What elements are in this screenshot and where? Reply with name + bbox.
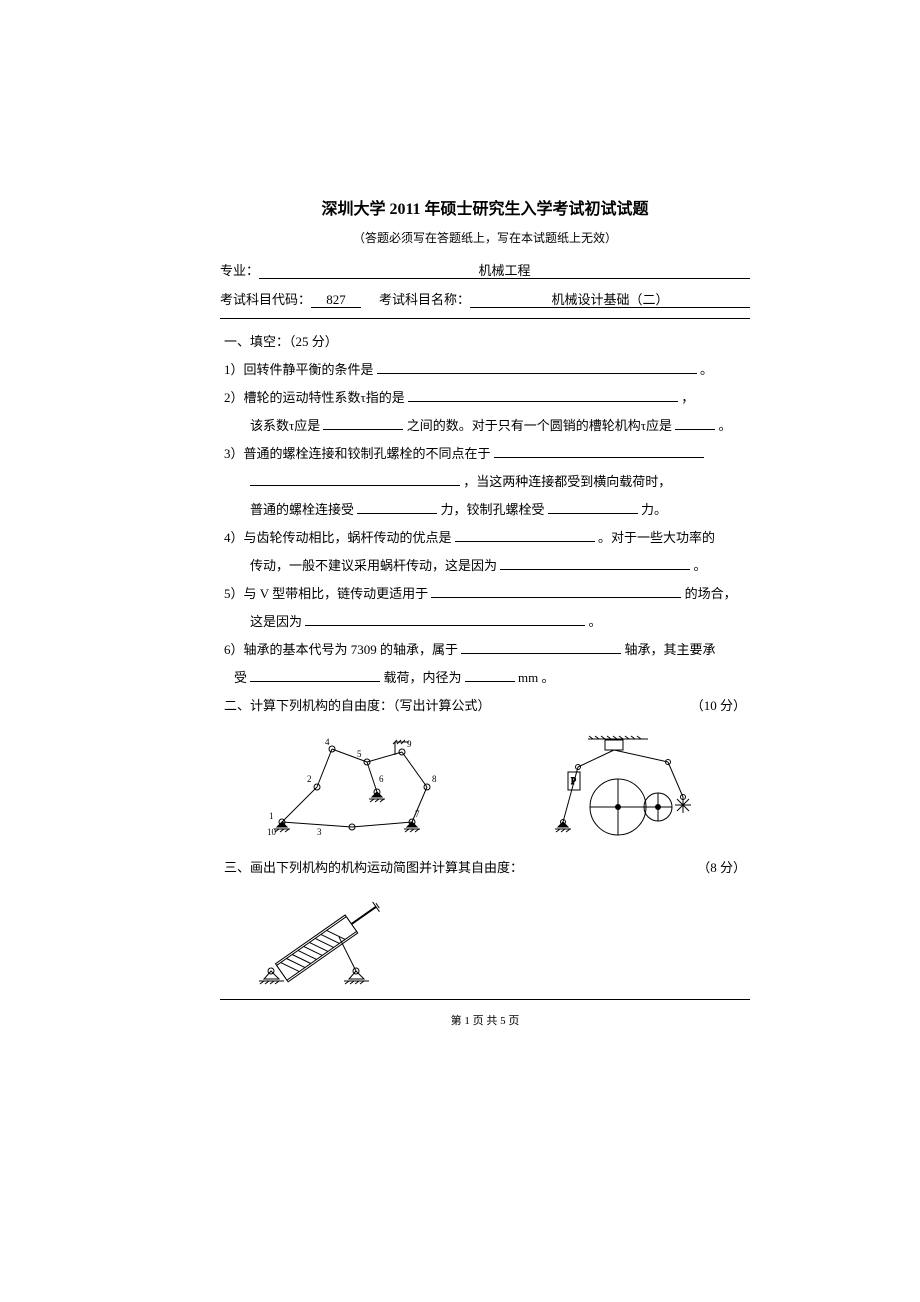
q3c-t2: 力，铰制孔螺栓受 xyxy=(441,502,545,517)
q4b: 传动，一般不建议采用蜗杆传动，这是因为 。 xyxy=(224,553,746,579)
diagram-row-2 xyxy=(244,889,746,989)
q6b: 受 载荷，内径为 mm 。 xyxy=(224,665,746,691)
subject-value: 机械设计基础（二） xyxy=(470,292,750,308)
q6b-t3: mm 。 xyxy=(518,670,554,685)
q4b-end: 。 xyxy=(694,558,707,573)
q6b-t1: 受 xyxy=(234,670,247,685)
subject-label: 考试科目名称： xyxy=(379,289,470,308)
svg-text:9: 9 xyxy=(407,739,412,749)
q6b-blank1 xyxy=(250,668,380,682)
page-footer: 第 1 页 共 5 页 xyxy=(220,1012,750,1028)
section-3-title-row: 三、画出下列机构的机构运动简图并计算其自由度： （8 分） xyxy=(224,855,746,881)
mechanism-diagram-3 xyxy=(244,889,414,989)
q2b-t2: 之间的数。对于只有一个圆销的槽轮机构τ应是 xyxy=(407,418,672,433)
q5a-text: 5）与 V 型带相比，链传动更适用于 xyxy=(224,586,428,601)
q1-end: 。 xyxy=(700,362,713,377)
svg-text:3: 3 xyxy=(317,827,322,837)
code-value: 827 xyxy=(311,292,361,308)
q1: 1）回转件静平衡的条件是 。 xyxy=(224,357,746,383)
section-2-points: （10 分） xyxy=(691,693,746,719)
q6a-end: 轴承，其主要承 xyxy=(625,642,716,657)
major-label: 专业： xyxy=(220,260,259,279)
q4a-blank xyxy=(455,528,595,542)
svg-text:7: 7 xyxy=(415,809,420,819)
exam-title: 深圳大学 2011 年硕士研究生入学考试初试试题 xyxy=(220,195,750,219)
svg-text:6: 6 xyxy=(379,774,384,784)
svg-text:5: 5 xyxy=(357,749,362,759)
q3a-blank xyxy=(494,444,704,458)
q2b: 该系数τ应是 之间的数。对于只有一个圆销的槽轮机构τ应是 。 xyxy=(224,413,746,439)
q2b-t1: 该系数τ应是 xyxy=(250,418,320,433)
q5a-end: 的场合， xyxy=(685,586,737,601)
q4a-text: 4）与齿轮传动相比，蜗杆传动的优点是 xyxy=(224,530,452,545)
q3a: 3）普通的螺栓连接和铰制孔螺栓的不同点在于 xyxy=(224,441,746,467)
section-3-points: （8 分） xyxy=(697,855,746,881)
major-value: 机械工程 xyxy=(259,263,750,279)
svg-text:4: 4 xyxy=(325,737,330,747)
q4b-blank xyxy=(500,556,690,570)
q3c-t3: 力。 xyxy=(641,502,667,517)
q4a: 4）与齿轮传动相比，蜗杆传动的优点是 。对于一些大功率的 xyxy=(224,525,746,551)
svg-text:1: 1 xyxy=(269,811,274,821)
q2b-blank1 xyxy=(323,416,403,430)
mechanism-diagram-2: P xyxy=(533,727,713,847)
q2a: 2）槽轮的运动特性系数τ指的是 ， xyxy=(224,385,746,411)
q3b: ，当这两种连接都受到横向载荷时， xyxy=(224,469,746,495)
q4b-text: 传动，一般不建议采用蜗杆传动，这是因为 xyxy=(250,558,497,573)
subject-row: 考试科目代码： 827 考试科目名称： 机械设计基础（二） xyxy=(220,289,750,308)
q6a: 6）轴承的基本代号为 7309 的轴承，属于 轴承，其主要承 xyxy=(224,637,746,663)
svg-text:8: 8 xyxy=(432,774,437,784)
q3a-text: 3）普通的螺栓连接和铰制孔螺栓的不同点在于 xyxy=(224,446,491,461)
exam-subtitle: （答题必须写在答题纸上，写在本试题纸上无效） xyxy=(220,229,750,246)
exam-page: 深圳大学 2011 年硕士研究生入学考试初试试题 （答题必须写在答题纸上，写在本… xyxy=(220,195,750,1028)
q6a-text: 6）轴承的基本代号为 7309 的轴承，属于 xyxy=(224,642,458,657)
q1-blank xyxy=(377,360,697,374)
section-3-title: 三、画出下列机构的机构运动简图并计算其自由度： xyxy=(224,855,523,881)
section-2-title-row: 二、计算下列机构的自由度：（写出计算公式） （10 分） xyxy=(224,693,746,719)
q2b-end: 。 xyxy=(718,418,731,433)
q5b-text: 这是因为 xyxy=(250,614,302,629)
major-row: 专业： 机械工程 xyxy=(220,260,750,279)
q1-text: 1）回转件静平衡的条件是 xyxy=(224,362,374,377)
svg-text:2: 2 xyxy=(307,774,312,784)
diagram-row-1: 1 2 4 5 6 7 8 9 3 10 xyxy=(224,727,746,847)
q3c-t1: 普通的螺栓连接受 xyxy=(250,502,354,517)
section-2-title: 二、计算下列机构的自由度：（写出计算公式） xyxy=(224,693,491,719)
q3c-blank1 xyxy=(357,500,437,514)
section-1-title: 一、填空：（25 分） xyxy=(224,329,746,355)
q6a-blank xyxy=(461,640,621,654)
q3c-blank2 xyxy=(548,500,638,514)
q3b-blank xyxy=(250,472,460,486)
q3b-text: ，当这两种连接都受到横向载荷时， xyxy=(463,474,671,489)
q6b-blank2 xyxy=(465,668,515,682)
q5b: 这是因为 。 xyxy=(224,609,746,635)
q5b-end: 。 xyxy=(589,614,602,629)
mechanism-diagram-1: 1 2 4 5 6 7 8 9 3 10 xyxy=(257,727,467,847)
q5a-blank xyxy=(431,584,681,598)
q4a-end: 。对于一些大功率的 xyxy=(598,530,715,545)
q5a: 5）与 V 型带相比，链传动更适用于 的场合， xyxy=(224,581,746,607)
q2b-blank2 xyxy=(675,416,715,430)
q6b-t2: 载荷，内径为 xyxy=(384,670,462,685)
q5b-blank xyxy=(305,612,585,626)
svg-text:P: P xyxy=(571,776,576,786)
content-box: 一、填空：（25 分） 1）回转件静平衡的条件是 。 2）槽轮的运动特性系数τ指… xyxy=(220,318,750,1000)
q2a-blank xyxy=(408,388,678,402)
q2a-text: 2）槽轮的运动特性系数τ指的是 xyxy=(224,390,405,405)
q2a-end: ， xyxy=(681,390,694,405)
svg-text:10: 10 xyxy=(267,827,277,837)
q3c: 普通的螺栓连接受 力，铰制孔螺栓受 力。 xyxy=(224,497,746,523)
code-label: 考试科目代码： xyxy=(220,289,311,308)
